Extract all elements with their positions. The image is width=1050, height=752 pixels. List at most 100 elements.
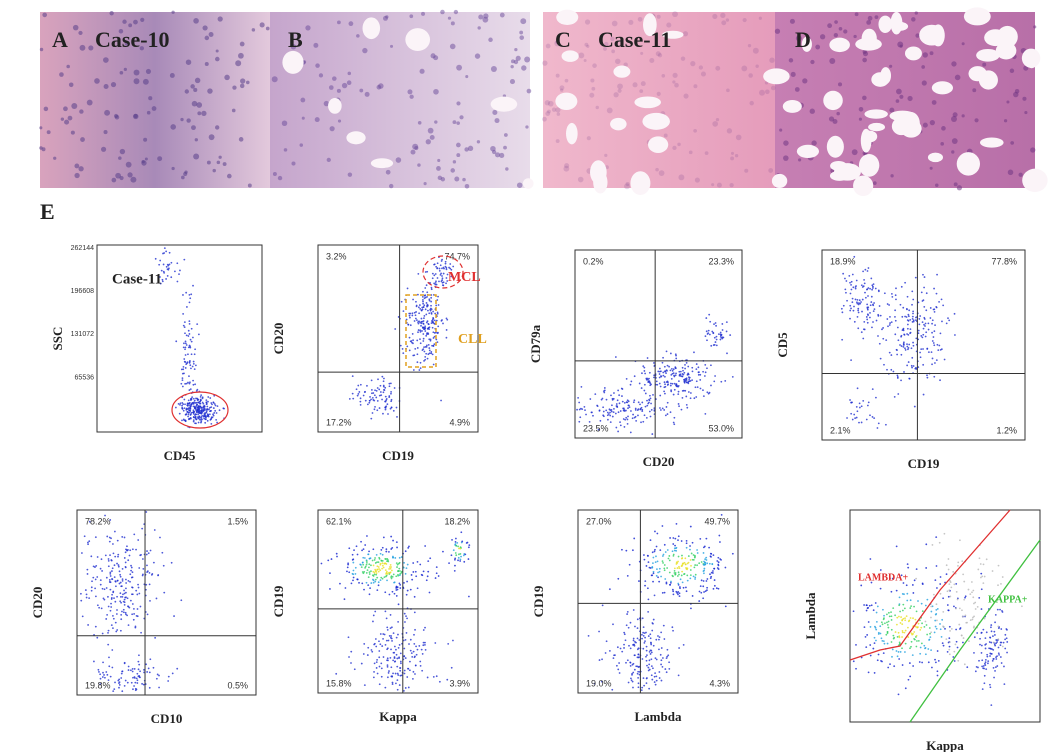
event-dot <box>726 331 728 333</box>
event-dot <box>399 582 401 584</box>
event-dot <box>386 558 388 560</box>
event-dot <box>389 657 391 659</box>
event-dot <box>922 321 924 323</box>
cell <box>613 92 618 97</box>
cell <box>193 18 199 24</box>
event-dot <box>912 299 914 301</box>
event-dot <box>440 274 442 276</box>
event-dot <box>359 401 361 403</box>
event-dot <box>123 611 125 613</box>
event-dot <box>677 583 679 585</box>
event-dot <box>867 405 869 407</box>
event-dot <box>634 654 636 656</box>
event-dot <box>100 568 102 570</box>
event-dot <box>156 598 158 600</box>
event-dot <box>853 310 855 312</box>
cell <box>216 49 219 52</box>
event-dot <box>369 571 371 573</box>
event-dot <box>706 578 708 580</box>
event-dot <box>957 660 959 662</box>
event-dot <box>628 400 630 402</box>
cell <box>441 177 445 181</box>
event-dot <box>424 294 426 296</box>
event-dot <box>102 662 104 664</box>
event-dot <box>117 556 119 558</box>
event-dot <box>405 687 407 689</box>
event-dot <box>887 624 889 626</box>
cell <box>705 151 709 155</box>
event-dot <box>375 574 377 576</box>
event-dot <box>855 644 857 646</box>
event-dot <box>182 386 184 388</box>
event-dot <box>638 666 640 668</box>
event-dot <box>874 637 876 639</box>
event-dot <box>922 364 924 366</box>
quadrant-percent: 77.8% <box>991 256 1017 266</box>
event-dot <box>153 562 155 564</box>
event-dot <box>383 656 385 658</box>
event-dot <box>906 593 908 595</box>
fat-vacuole <box>556 10 578 25</box>
event-dot <box>190 339 192 341</box>
event-dot <box>603 392 605 394</box>
event-dot <box>895 631 897 633</box>
event-dot <box>138 587 140 589</box>
event-dot <box>188 330 190 332</box>
cell <box>657 15 661 19</box>
flow-plot: 62.1%18.2%15.8%3.9%KappaCD19 <box>271 510 478 724</box>
event-dot <box>373 579 375 581</box>
event-dot <box>412 562 414 564</box>
event-dot <box>857 310 859 312</box>
event-dot <box>665 551 667 553</box>
cell <box>152 106 157 111</box>
event-dot <box>858 312 860 314</box>
event-dot <box>460 531 462 533</box>
event-dot <box>193 361 195 363</box>
event-dot <box>910 646 912 648</box>
event-dot <box>421 321 423 323</box>
event-dot <box>185 354 187 356</box>
event-dot <box>364 684 366 686</box>
event-dot <box>716 336 718 338</box>
event-dot <box>432 311 434 313</box>
event-dot <box>428 344 430 346</box>
event-dot <box>659 383 661 385</box>
cell <box>424 182 427 185</box>
event-dot <box>717 557 719 559</box>
event-dot <box>136 615 138 617</box>
cell <box>510 65 513 68</box>
event-dot <box>656 533 658 535</box>
event-dot <box>678 380 680 382</box>
event-dot <box>451 539 453 541</box>
event-dot <box>131 682 133 684</box>
event-dot <box>384 389 386 391</box>
fat-vacuole <box>868 123 885 131</box>
event-dot <box>637 677 639 679</box>
event-dot <box>896 590 898 592</box>
event-dot <box>978 660 980 662</box>
event-dot <box>889 324 891 326</box>
event-dot <box>646 405 648 407</box>
event-dot <box>351 583 353 585</box>
event-dot <box>641 687 643 689</box>
event-dot <box>699 379 701 381</box>
cell <box>201 111 206 116</box>
event-dot <box>710 553 712 555</box>
event-dot <box>183 410 185 412</box>
event-dot <box>413 651 415 653</box>
event-dot <box>414 320 416 322</box>
event-dot <box>611 689 613 691</box>
cell <box>315 63 320 68</box>
event-dot <box>678 556 680 558</box>
cell <box>218 16 223 21</box>
event-dot <box>436 268 438 270</box>
event-dot <box>386 560 388 562</box>
event-dot <box>641 409 643 411</box>
event-dot <box>368 563 370 565</box>
cell <box>133 20 138 25</box>
cell <box>437 159 440 162</box>
event-dot <box>907 314 909 316</box>
cell <box>112 178 117 183</box>
cell <box>810 109 815 114</box>
annotation: LAMBDA+ <box>858 572 908 583</box>
